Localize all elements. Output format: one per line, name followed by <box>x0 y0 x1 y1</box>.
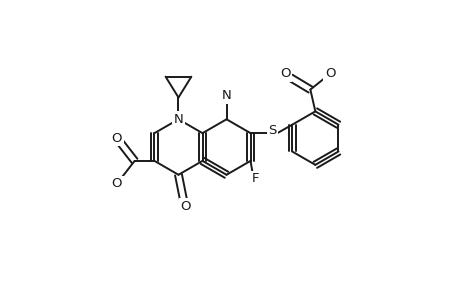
Text: S: S <box>268 124 276 137</box>
Text: O: O <box>280 67 290 80</box>
Text: N: N <box>173 113 183 126</box>
Text: F: F <box>251 172 259 185</box>
Text: O: O <box>112 132 122 145</box>
Text: O: O <box>180 200 190 213</box>
Text: O: O <box>112 177 122 190</box>
Text: N: N <box>221 89 231 102</box>
Text: O: O <box>324 67 335 80</box>
